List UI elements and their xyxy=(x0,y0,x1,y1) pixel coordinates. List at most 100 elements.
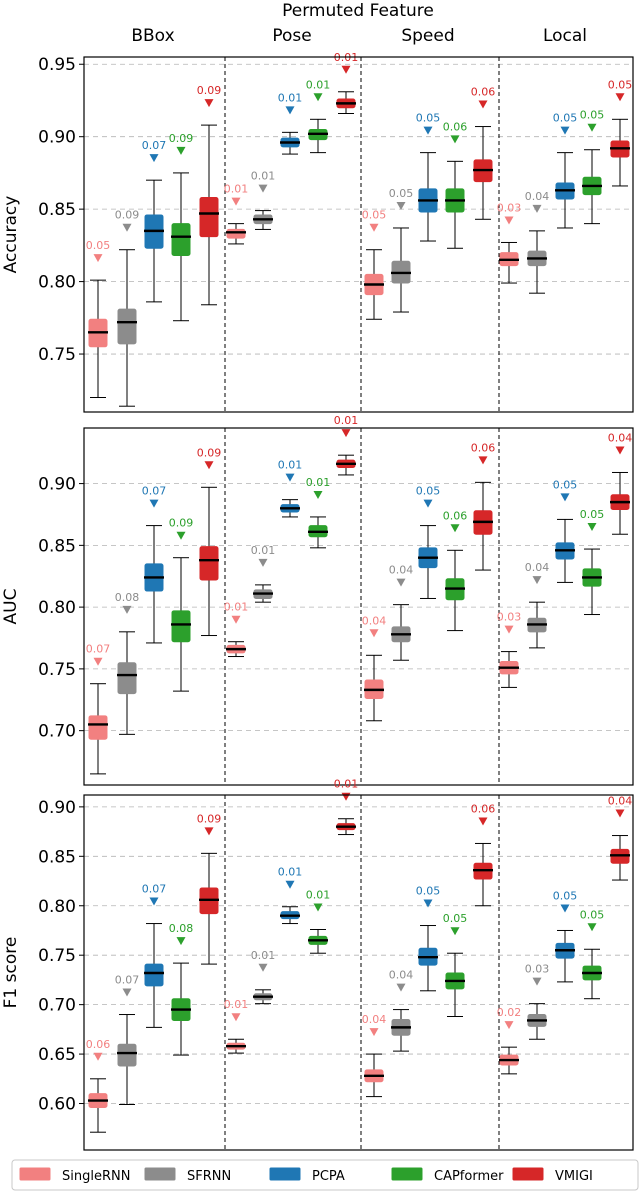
marker-triangle xyxy=(177,937,186,945)
value-label: 0.05 xyxy=(416,485,441,498)
box-local-singlernn: 0.03 xyxy=(497,201,522,283)
marker-triangle xyxy=(259,964,268,972)
value-label: 0.05 xyxy=(553,889,578,902)
marker-triangle xyxy=(533,576,542,584)
value-label: 0.01 xyxy=(224,601,249,614)
marker-triangle xyxy=(342,429,351,437)
marker-triangle xyxy=(505,1021,514,1029)
value-label: 0.03 xyxy=(525,963,550,976)
value-label: 0.02 xyxy=(497,1006,522,1019)
box-speed-pcpa: 0.05 xyxy=(416,885,441,991)
legend-swatch xyxy=(270,1168,300,1180)
box-local-vmigi: 0.05 xyxy=(608,78,633,186)
marker-triangle xyxy=(150,154,159,162)
marker-triangle xyxy=(286,106,295,114)
box-pose-singlernn: 0.01 xyxy=(224,183,249,244)
y-axis-label: Accuracy xyxy=(1,196,21,274)
value-label: 0.09 xyxy=(169,517,194,530)
box-body xyxy=(89,716,107,739)
marker-triangle xyxy=(588,523,597,531)
value-label: 0.01 xyxy=(224,998,249,1011)
legend-label: SFRNN xyxy=(187,1169,231,1184)
box-bbox-singlernn: 0.06 xyxy=(86,1038,111,1132)
box-bbox-sfrnn: 0.09 xyxy=(115,209,140,406)
box-pose-pcpa: 0.01 xyxy=(278,91,303,154)
marker-triangle xyxy=(616,810,625,818)
box-local-sfrnn: 0.03 xyxy=(525,963,550,1040)
marker-triangle xyxy=(205,99,214,107)
legend: SingleRNN SFRNN PCPA CAPformer VMIGI xyxy=(12,1160,638,1190)
marker-triangle xyxy=(588,124,597,132)
value-label: 0.04 xyxy=(389,969,414,982)
box-bbox-sfrnn: 0.08 xyxy=(115,591,140,735)
box-pose-sfrnn: 0.01 xyxy=(251,544,276,602)
marker-triangle xyxy=(397,202,406,210)
y-tick-label: 0.80 xyxy=(38,897,76,917)
value-label: 0.01 xyxy=(306,476,331,489)
y-tick-label: 0.70 xyxy=(38,996,76,1016)
marker-triangle xyxy=(286,474,295,482)
marker-triangle xyxy=(479,817,488,825)
marker-triangle xyxy=(177,147,186,155)
value-label: 0.09 xyxy=(169,132,194,145)
value-label: 0.06 xyxy=(86,1038,111,1051)
value-label: 0.05 xyxy=(553,478,578,491)
marker-triangle xyxy=(397,579,406,587)
box-local-vmigi: 0.04 xyxy=(608,431,633,534)
marker-triangle xyxy=(94,254,103,262)
axes-frame xyxy=(84,795,633,1150)
marker-triangle xyxy=(616,446,625,454)
panel-f1-score: 0.60 0.65 0.70 0.75 0.80 0.85 0.90 0.06 0.07 0.07… xyxy=(1,778,633,1150)
box-local-sfrnn: 0.04 xyxy=(525,190,550,293)
box-pose-singlernn: 0.01 xyxy=(224,601,249,657)
y-axis-label: F1 score xyxy=(1,937,21,1009)
box-pose-sfrnn: 0.01 xyxy=(251,949,276,1004)
box-bbox-sfrnn: 0.07 xyxy=(115,974,140,1105)
value-label: 0.01 xyxy=(306,888,331,901)
value-label: 0.04 xyxy=(608,431,633,444)
value-label: 0.03 xyxy=(497,201,522,214)
box-body xyxy=(200,198,218,237)
box-local-pcpa: 0.05 xyxy=(553,478,578,582)
box-local-sfrnn: 0.04 xyxy=(525,561,550,648)
marker-triangle xyxy=(505,216,514,224)
marker-triangle xyxy=(424,900,433,908)
value-label: 0.03 xyxy=(497,611,522,624)
box-pose-pcpa: 0.01 xyxy=(278,459,303,517)
value-label: 0.04 xyxy=(389,564,414,577)
value-label: 0.04 xyxy=(525,190,550,203)
y-tick-label: 0.75 xyxy=(38,946,76,966)
marker-triangle xyxy=(314,93,323,101)
marker-triangle xyxy=(479,101,488,109)
y-tick-label: 0.90 xyxy=(38,475,76,495)
box-speed-sfrnn: 0.04 xyxy=(389,969,414,1052)
value-label: 0.01 xyxy=(334,414,359,427)
y-tick-label: 0.85 xyxy=(38,536,76,556)
legend-label: SingleRNN xyxy=(62,1169,130,1184)
marker-triangle xyxy=(123,606,132,614)
marker-triangle xyxy=(561,127,570,135)
value-label: 0.06 xyxy=(443,120,468,133)
box-bbox-pcpa: 0.07 xyxy=(142,883,167,1028)
marker-triangle xyxy=(342,66,351,74)
box-pose-vmigi: 0.01 xyxy=(334,414,359,475)
marker-triangle xyxy=(232,616,241,624)
marker-triangle xyxy=(123,989,132,997)
box-bbox-singlernn: 0.05 xyxy=(86,239,111,397)
marker-triangle xyxy=(286,881,295,889)
value-label: 0.05 xyxy=(443,912,468,925)
box-pose-capformer: 0.01 xyxy=(306,888,331,953)
axes-frame xyxy=(84,428,633,785)
marker-triangle xyxy=(314,491,323,499)
marker-triangle xyxy=(150,898,159,906)
marker-triangle xyxy=(177,532,186,540)
legend-swatch xyxy=(145,1168,175,1180)
marker-triangle xyxy=(314,903,323,911)
legend-swatch xyxy=(392,1168,422,1180)
box-speed-vmigi: 0.06 xyxy=(471,86,496,220)
group-label-bbox: BBox xyxy=(131,26,174,46)
marker-triangle xyxy=(533,978,542,986)
box-local-vmigi: 0.04 xyxy=(608,795,633,880)
group-label-local: Local xyxy=(543,26,587,46)
value-label: 0.06 xyxy=(443,509,468,522)
